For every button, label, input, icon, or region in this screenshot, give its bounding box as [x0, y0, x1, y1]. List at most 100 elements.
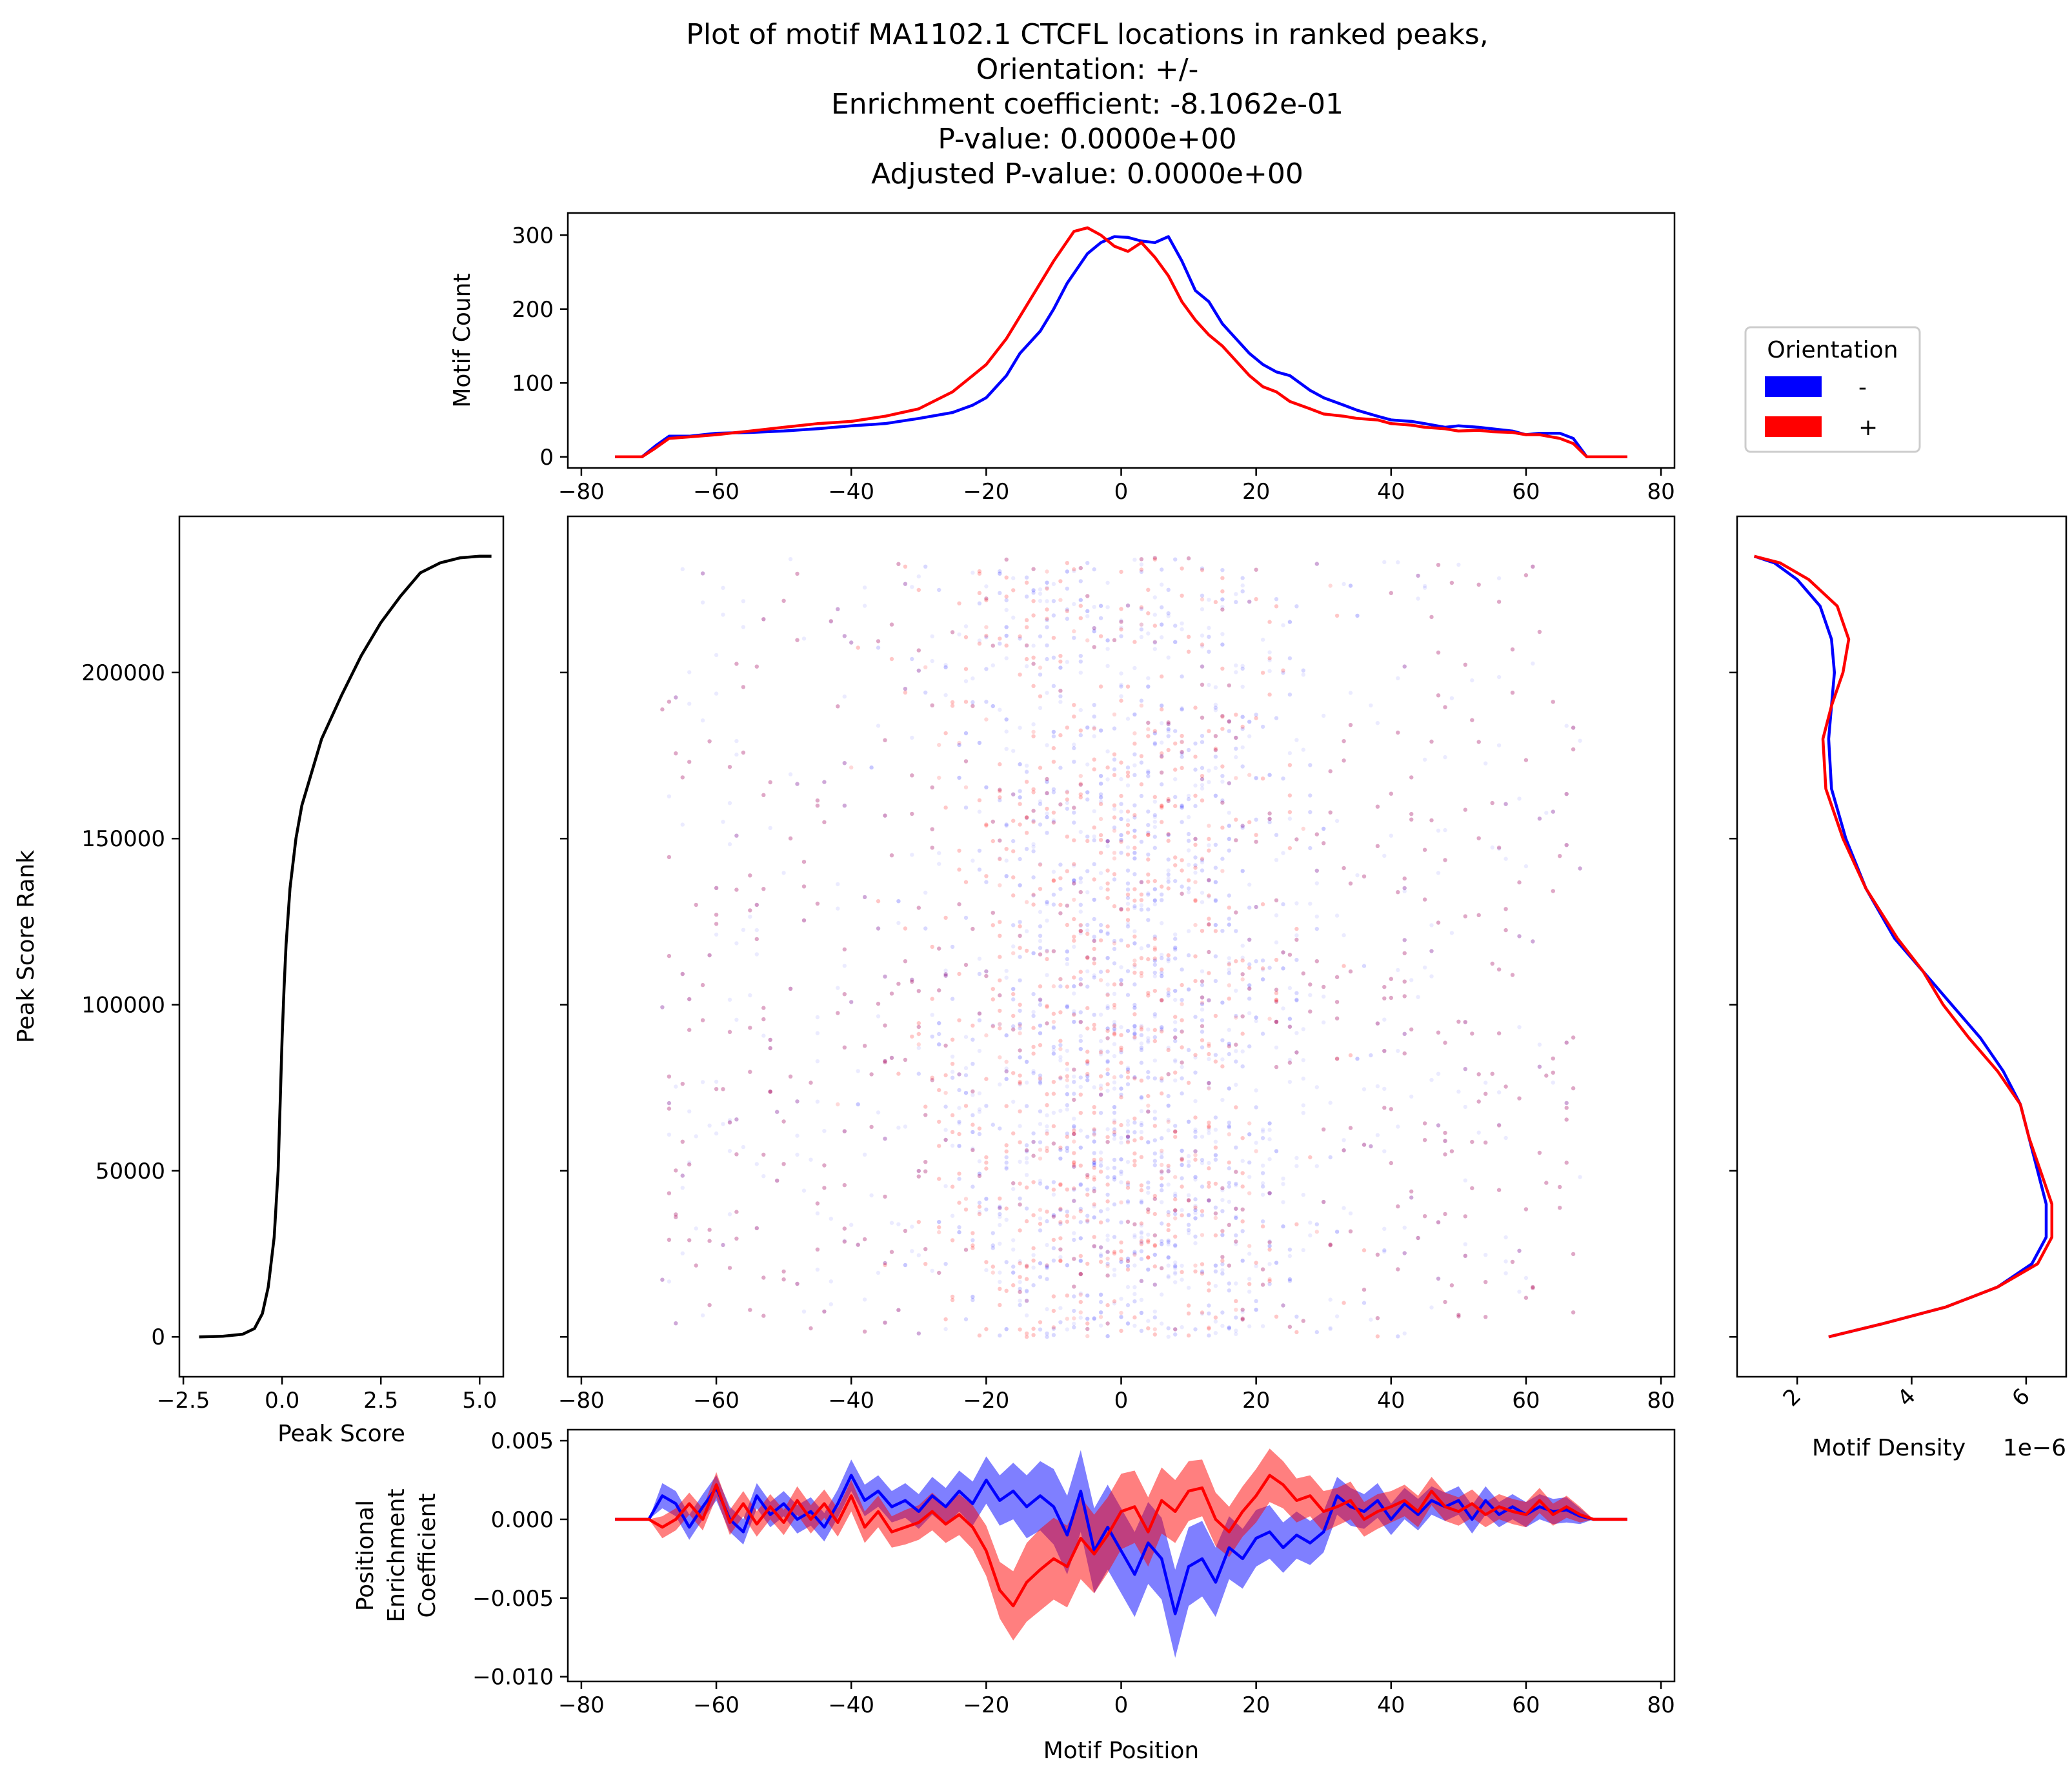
scatter-point [680, 1173, 685, 1178]
scatter-point [836, 882, 840, 887]
scatter-point [957, 1225, 961, 1230]
scatter-point [883, 1137, 887, 1141]
scatter-point [1105, 956, 1110, 960]
scatter-point [923, 690, 928, 695]
scatter-point [1132, 1006, 1137, 1010]
scatter-point [1119, 1170, 1123, 1174]
scatter-point [1227, 1222, 1232, 1228]
scatter-point [1220, 1228, 1225, 1233]
scatter-point [1018, 933, 1022, 938]
scatter-point [1058, 1055, 1063, 1060]
scatter-point [977, 638, 982, 643]
scatter-point [1220, 1233, 1225, 1237]
scatter-point [930, 1013, 934, 1017]
scatter-point [1416, 573, 1420, 578]
scatter-point [1220, 779, 1225, 784]
scatter-point [1301, 1111, 1306, 1115]
y-tick-label: 200 [512, 297, 554, 323]
scatter-point [1024, 664, 1029, 669]
scatter-point [876, 645, 881, 650]
scatter-point [1098, 1012, 1103, 1017]
scatter-point [963, 1073, 969, 1078]
scatter-point [1139, 1235, 1144, 1240]
scatter-point [957, 1230, 961, 1235]
scatter-point [1112, 877, 1117, 882]
scatter-point [1287, 620, 1292, 624]
scatter-point [1328, 1297, 1333, 1302]
y-tick-label: 150000 [81, 826, 165, 852]
scatter-point [1011, 1270, 1016, 1275]
scatter-point [1463, 1253, 1467, 1258]
scatter-point [1173, 997, 1178, 1002]
scatter-point [943, 968, 948, 973]
scatter-point [1038, 909, 1043, 915]
scatter-point [1517, 934, 1522, 938]
scatter-point [1105, 1060, 1110, 1064]
scatter-point [1328, 1100, 1333, 1105]
scatter-point [1078, 598, 1083, 602]
scatter-point [1564, 724, 1569, 728]
y-tick-label: 100 [512, 370, 554, 396]
scatter-point [1105, 839, 1110, 844]
scatter-point [1234, 735, 1238, 740]
scatter-point [1260, 1219, 1265, 1224]
scatter-point [1180, 1157, 1184, 1161]
scatter-point [1139, 607, 1144, 611]
scatter-point [1173, 1028, 1178, 1033]
scatter-point [1537, 1064, 1542, 1069]
scatter-point [937, 1042, 941, 1047]
scatter-point [1260, 977, 1265, 982]
scatter-point [1065, 1092, 1070, 1097]
scatter-point [1011, 1264, 1016, 1269]
scatter-point [1173, 1263, 1178, 1268]
scatter-point [1463, 1104, 1467, 1110]
scatter-point [1098, 604, 1103, 608]
scatter-point [937, 1220, 941, 1224]
scatter-point [1092, 975, 1096, 980]
scatter-point [1139, 1257, 1144, 1261]
scatter-point [1260, 1171, 1265, 1175]
scatter-point [1213, 1319, 1218, 1324]
scatter-point [748, 915, 752, 919]
scatter-point [1186, 1222, 1191, 1227]
scatter-point [1220, 1188, 1225, 1193]
scatter-point [1078, 1220, 1083, 1224]
scatter-point [1045, 1219, 1049, 1224]
scatter-point [836, 906, 840, 911]
scatter-point [1213, 866, 1218, 870]
scatter-point [1160, 1025, 1164, 1030]
scatter-point [741, 599, 746, 604]
scatter-point [748, 993, 752, 998]
scatter-point [1166, 1128, 1171, 1133]
scatter-point [1166, 957, 1171, 962]
scatter-point [937, 1021, 941, 1026]
scatter-point [1132, 665, 1137, 671]
scatter-point [1031, 875, 1036, 880]
scatter-point [1004, 1155, 1009, 1160]
scatter-point [1004, 717, 1009, 722]
scatter-point [1139, 698, 1144, 703]
scatter-point [1274, 940, 1279, 945]
scatter-point [1125, 1256, 1131, 1261]
scatter-point [910, 1224, 914, 1229]
scatter-point [1125, 604, 1131, 608]
scatter-point [1254, 1088, 1258, 1093]
scatter-point [1119, 851, 1123, 855]
scatter-point [1213, 922, 1218, 928]
scatter-point [1045, 1334, 1049, 1339]
scatter-point [1072, 878, 1076, 883]
scatter-point [1173, 946, 1178, 950]
scatter-point [1038, 1216, 1043, 1221]
scatter-point [1038, 1073, 1043, 1078]
scatter-point [1125, 1067, 1131, 1072]
scatter-point [1139, 1230, 1144, 1235]
scatter-point [1160, 974, 1164, 979]
scatter-point [1078, 931, 1083, 936]
scatter-point [1105, 1192, 1110, 1197]
scatter-point [1213, 842, 1218, 847]
scatter-point [775, 1110, 780, 1114]
scatter-point [1247, 997, 1252, 1001]
scatter-point [1031, 1283, 1036, 1288]
scatter-point [1098, 1093, 1103, 1097]
scatter-point [984, 584, 989, 589]
